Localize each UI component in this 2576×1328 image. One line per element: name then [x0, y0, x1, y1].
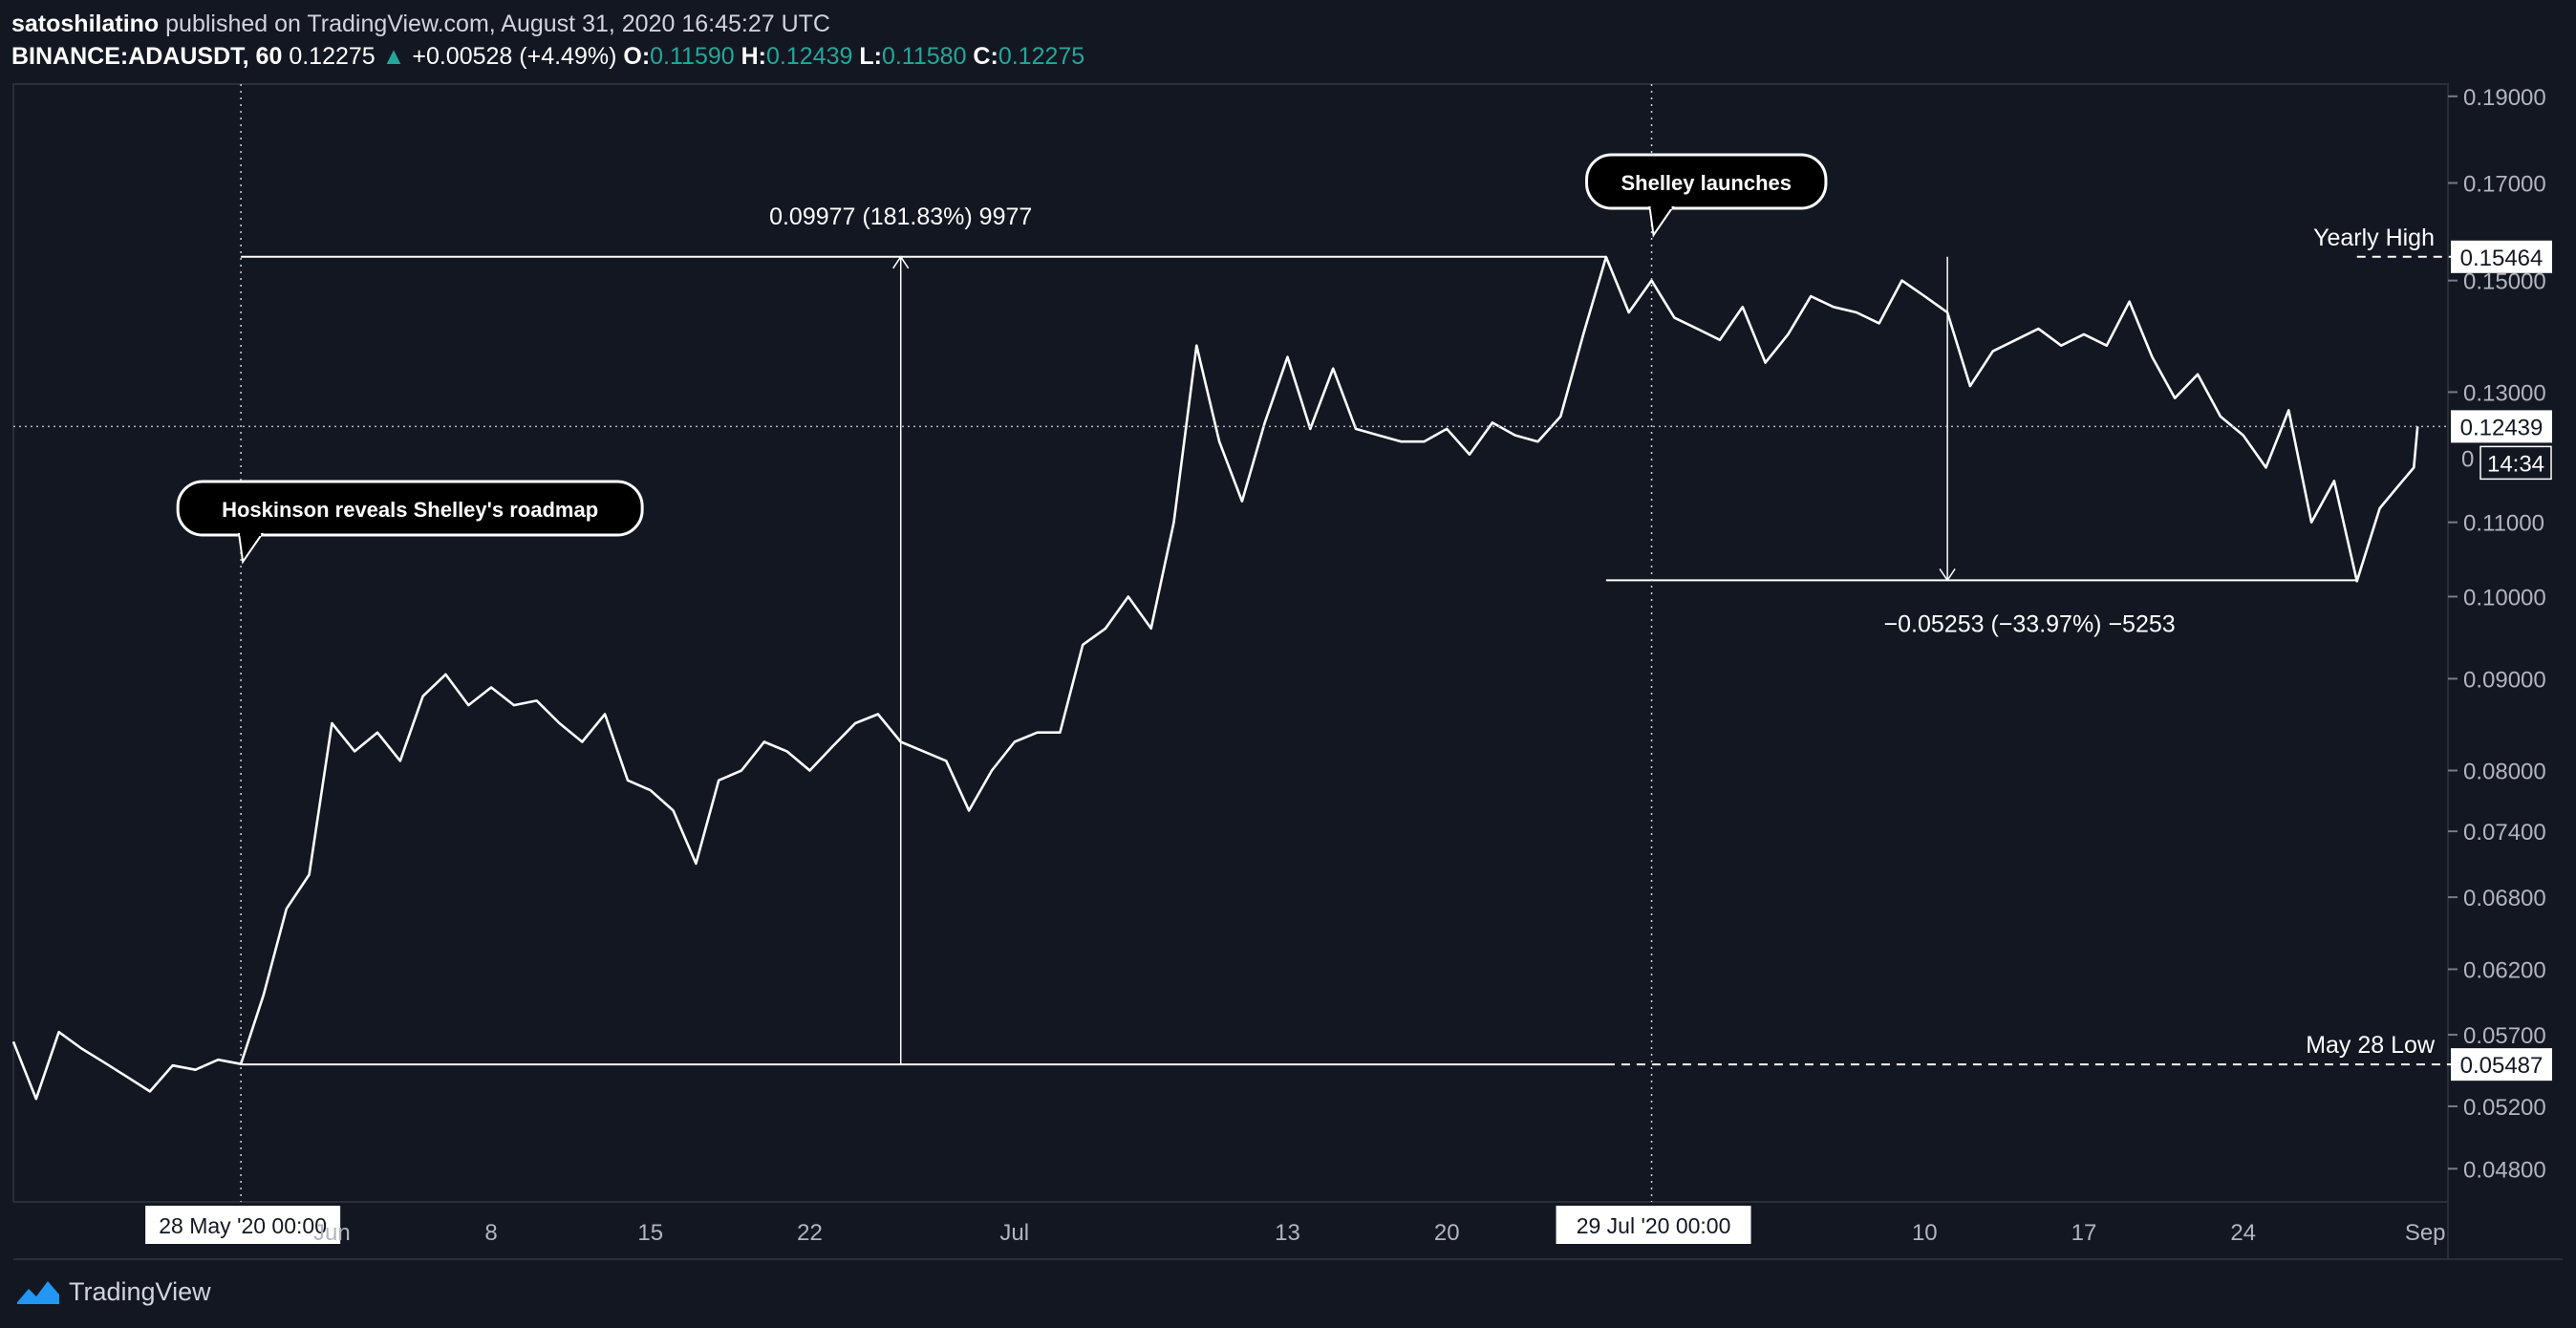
publish-line: satoshilatino published on TradingView.c…: [11, 8, 2496, 40]
time-marker-label-bg: [145, 1206, 341, 1244]
countdown-bg: [2479, 445, 2552, 481]
callout-pointer: [1648, 206, 1675, 238]
y-tick-label: 0.05700: [2463, 1023, 2546, 1049]
x-tick-label: 22: [797, 1220, 823, 1246]
y-tick-label: 0.11000: [2463, 511, 2544, 537]
x-tick-label: 8: [484, 1220, 497, 1246]
x-tick-label: 24: [2230, 1220, 2256, 1246]
open-label: O:: [623, 43, 651, 70]
y-tick-label: 0.10000: [2463, 585, 2546, 610]
chart-header: satoshilatino published on TradingView.c…: [11, 8, 2496, 73]
price-label-bg: [2451, 240, 2552, 273]
high-label: H:: [741, 43, 767, 70]
countdown-label: 14:34: [2487, 451, 2544, 477]
y-tick-label: 0.08000: [2463, 760, 2546, 785]
symbol-line: BINANCE:ADAUSDT, 60 0.12275 ▲ +0.00528 (…: [11, 40, 2496, 73]
time-marker-label: 29 Jul '20 00:00: [1577, 1213, 1731, 1238]
measure-label: −0.05253 (−33.97%) −5253: [1884, 610, 2176, 637]
low-label: L:: [859, 43, 882, 70]
time-marker-label: 28 May '20 00:00: [159, 1213, 327, 1238]
x-tick-label: 13: [1275, 1220, 1300, 1246]
footer: TradingView: [15, 1273, 211, 1311]
y-tick-label: 0.06200: [2463, 957, 2546, 983]
y-tick-label: 0.17000: [2463, 172, 2546, 198]
change-arrow-icon: ▲: [381, 43, 406, 70]
callout[interactable]: Hoskinson reveals Shelley's roadmap: [176, 480, 644, 565]
level-caption: Yearly High: [2313, 225, 2435, 251]
arrow-down-icon: [1939, 568, 1956, 582]
y-tick-label: 0.05200: [2463, 1095, 2546, 1121]
price-change: +0.00528 (+4.49%): [412, 43, 617, 70]
x-tick-label: Jul: [999, 1220, 1029, 1246]
symbol-name[interactable]: BINANCE:ADAUSDT, 60: [11, 43, 283, 70]
x-tick-label: 10: [1912, 1220, 1938, 1246]
y-tick-label: 0.07400: [2463, 820, 2546, 846]
x-tick-label: Jun: [313, 1220, 351, 1246]
y-tick-label: 0.19000: [2463, 85, 2546, 111]
close-label: C:: [973, 43, 998, 70]
brand-name[interactable]: TradingView: [69, 1276, 211, 1306]
x-tick-label: 20: [1434, 1220, 1460, 1246]
price-series-line[interactable]: [11, 255, 2419, 1101]
low-value: 0.11580: [881, 43, 967, 70]
x-tick-label: 17: [2072, 1220, 2097, 1246]
price-label: 0.12439: [2460, 415, 2544, 440]
measure-label: 0.09977 (181.83%) 9977: [769, 203, 1032, 230]
publisher-name[interactable]: satoshilatino: [11, 11, 160, 37]
arrow-up-icon: [892, 255, 910, 269]
callout-pointer-mask: [1650, 204, 1672, 209]
partial-price-label: 0: [2461, 446, 2474, 472]
price-label-bg: [2451, 410, 2552, 443]
callout-text: Hoskinson reveals Shelley's roadmap: [222, 498, 598, 522]
last-price: 0.12275: [289, 43, 376, 70]
price-label: 0.05487: [2460, 1053, 2544, 1079]
y-tick-label: 0.13000: [2463, 380, 2546, 406]
callout[interactable]: Shelley launches: [1585, 153, 1828, 238]
callout-bubble: [1585, 153, 1828, 210]
plot-frame: [12, 83, 2449, 1203]
x-tick-label: Sep: [2405, 1220, 2446, 1246]
y-tick-label: 0.09000: [2463, 667, 2546, 693]
callout-pointer-mask: [240, 531, 262, 536]
x-tick-label: 15: [637, 1220, 663, 1246]
level-caption: May 28 Low: [2306, 1032, 2436, 1059]
y-tick-label: 0.06800: [2463, 886, 2546, 911]
callout-text: Shelley launches: [1621, 171, 1792, 195]
price-label-bg: [2451, 1048, 2552, 1082]
close-value: 0.12275: [998, 43, 1085, 70]
y-tick-label: 0.04800: [2463, 1157, 2546, 1183]
y-tick-label: 0.15000: [2463, 269, 2546, 295]
tradingview-logo-icon[interactable]: [15, 1277, 61, 1306]
time-marker-label-bg: [1556, 1206, 1751, 1244]
callout-bubble: [176, 480, 644, 537]
open-value: 0.11590: [650, 43, 735, 70]
published-text: published on TradingView.com, August 31,…: [165, 11, 830, 37]
callout-pointer: [237, 533, 265, 565]
high-value: 0.12439: [766, 43, 853, 70]
price-label: 0.15464: [2460, 246, 2544, 271]
